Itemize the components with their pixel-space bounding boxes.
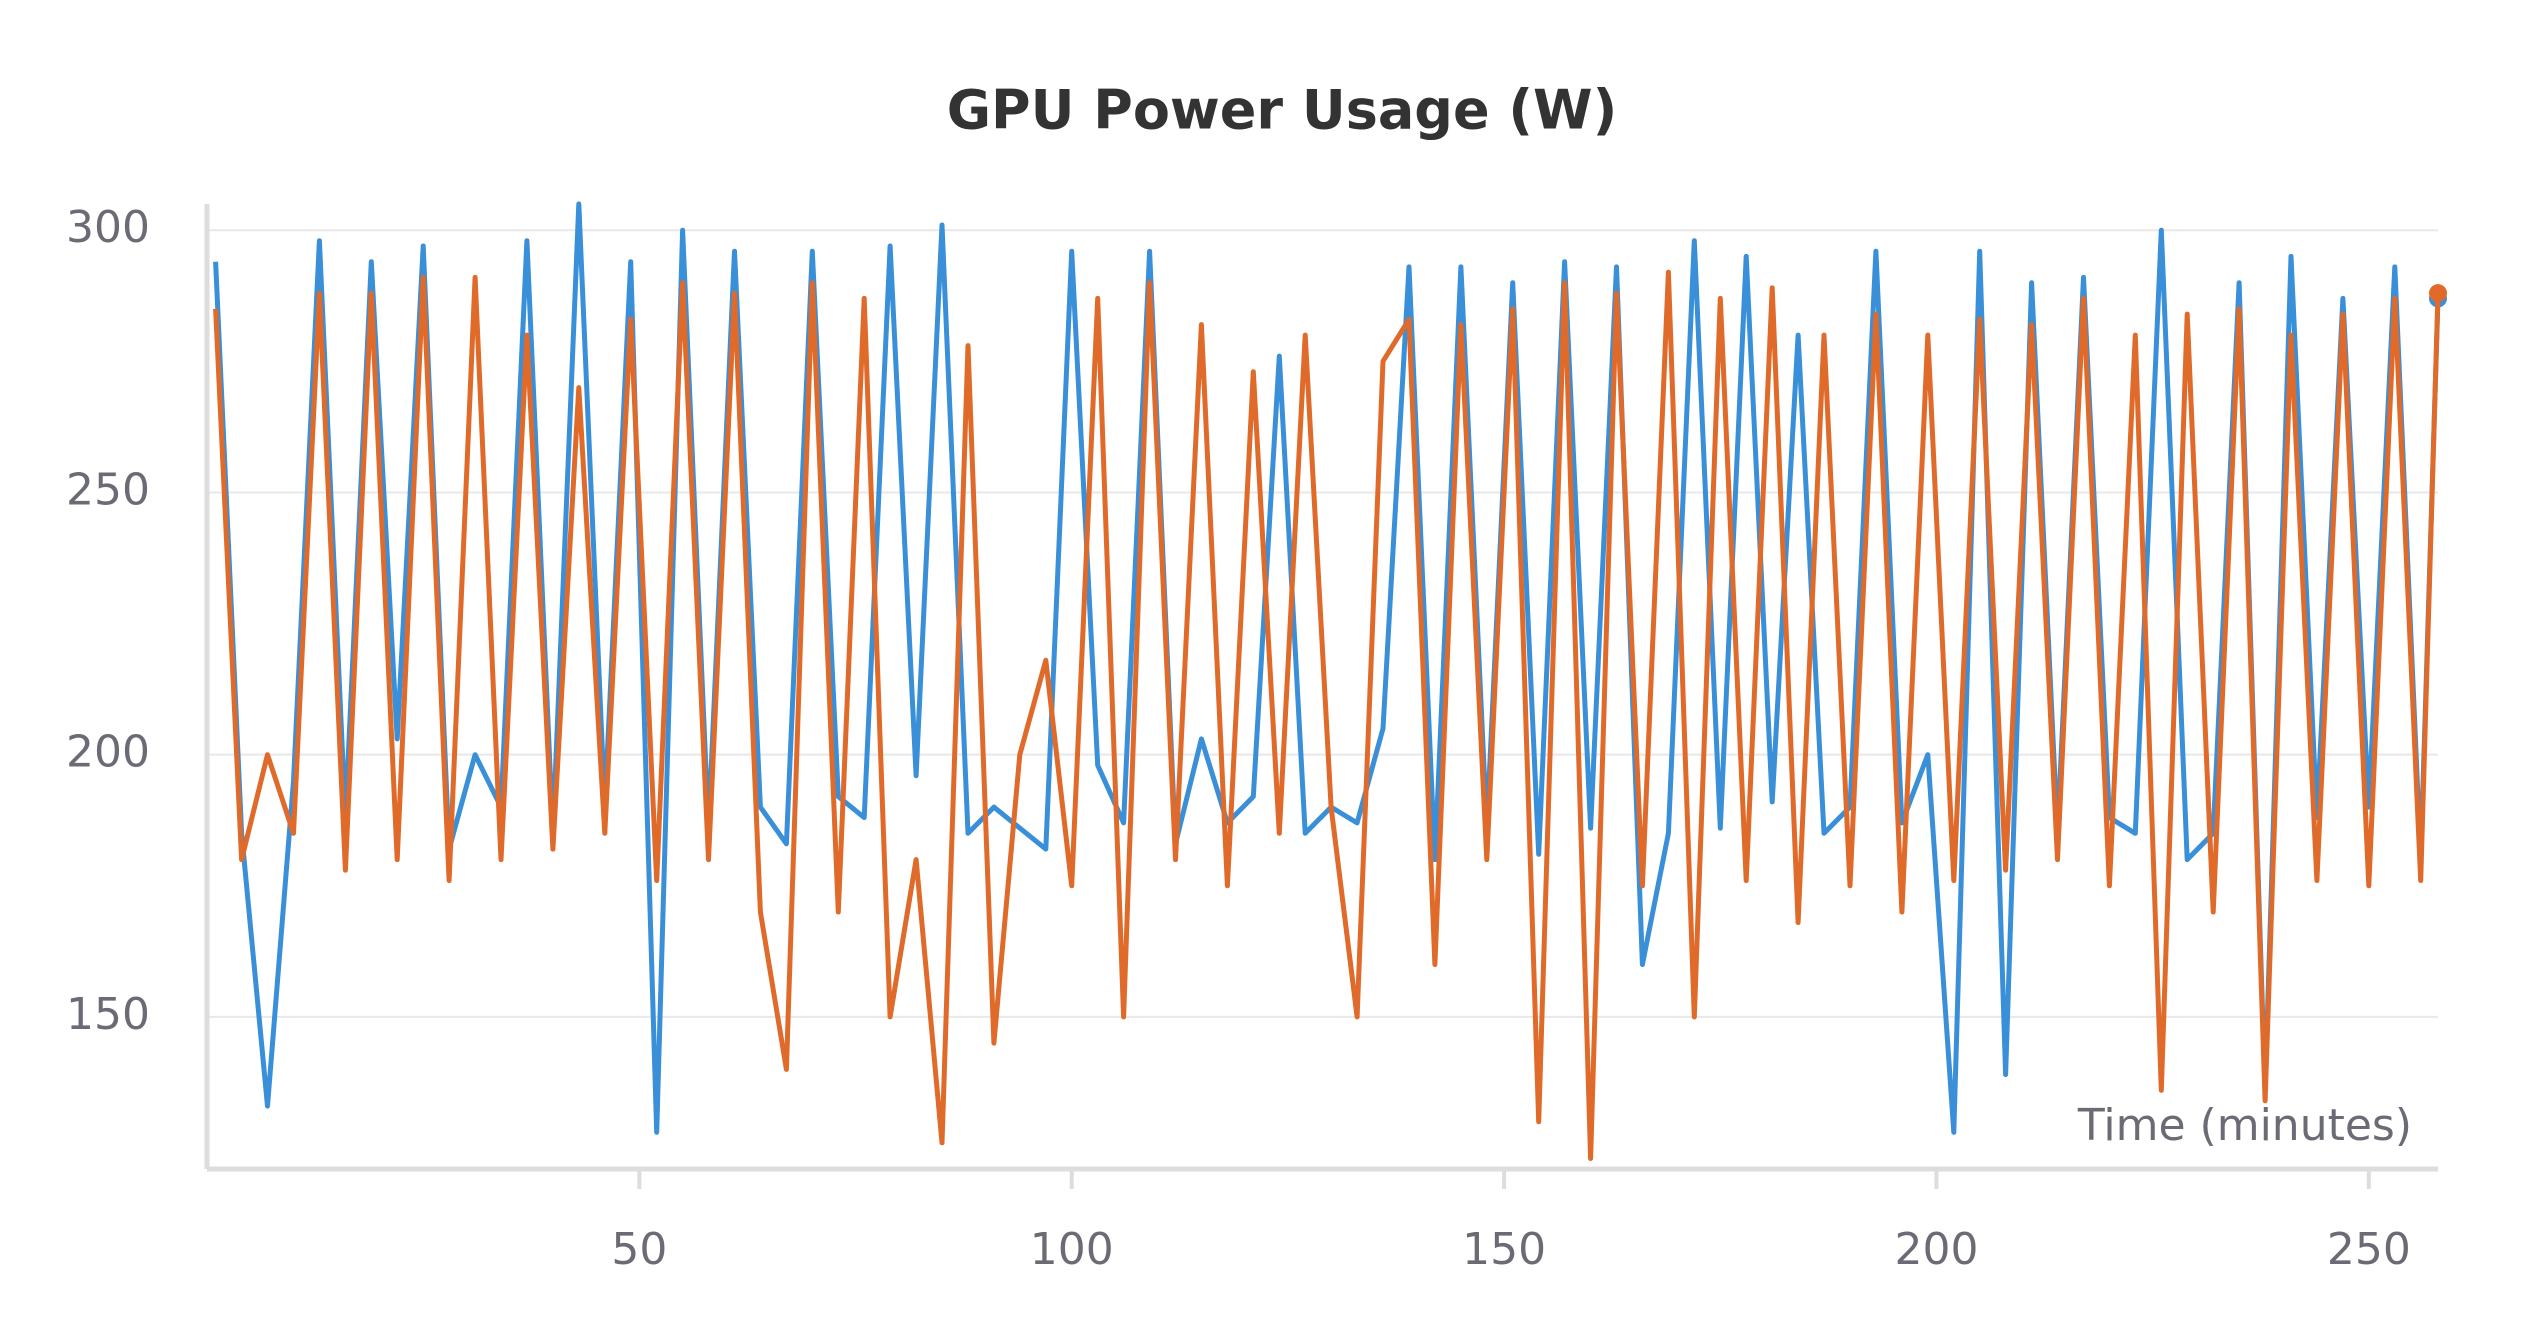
y-tick-label: 250: [66, 464, 150, 515]
end-marker: [2429, 284, 2447, 303]
y-tick-label: 300: [66, 202, 150, 253]
x-tick-label: 100: [1030, 1224, 1114, 1275]
x-tick-label: 50: [611, 1224, 667, 1275]
chart-title: GPU Power Usage (W): [947, 79, 1618, 142]
series-line: [213, 269, 2441, 1161]
x-tick-label: 200: [1894, 1224, 1978, 1275]
x-tick-label: 150: [1462, 1224, 1546, 1275]
y-tick-label: 150: [66, 989, 150, 1040]
y-tick-label: 200: [66, 727, 150, 778]
x-axis-label: Time (minutes): [2077, 1100, 2412, 1151]
series-line: [213, 201, 2441, 1135]
x-tick-label: 250: [2327, 1224, 2411, 1275]
